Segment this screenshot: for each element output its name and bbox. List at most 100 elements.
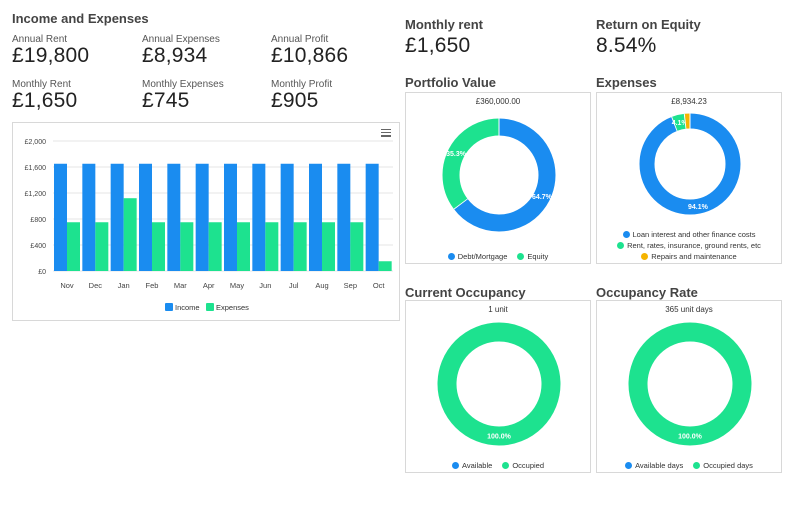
bar-income-jun[interactable] [252,163,266,271]
y-tick-label: £0 [38,269,46,276]
x-tick-label: Nov [60,281,74,290]
monthly-expenses-label: Monthly Expenses [142,79,224,90]
bar-expenses-sep[interactable] [350,222,364,271]
legend-equity[interactable]: Equity [517,252,548,261]
occupied-dot-icon [502,462,510,469]
occupancy-rate-subtitle: 365 unit days [665,305,713,314]
rent-rates-dot-icon [617,242,625,249]
bar-income-jul[interactable] [280,163,294,271]
bar-expenses-mar[interactable] [180,222,194,271]
monthly-rent-label: Monthly Rent [12,79,71,90]
bar-income-may[interactable] [224,163,237,271]
debt-dot-icon [447,253,455,260]
right-monthly-rent-label: Monthly rent [405,17,483,32]
x-tick-label: Apr [203,281,215,290]
y-tick-label: £1,600 [25,165,47,172]
loan-dot-icon [622,231,630,238]
legend-swatch[interactable] [165,303,173,311]
current-occupancy-subtitle: 1 unit [488,305,508,314]
bar-expenses-jul[interactable] [293,222,307,271]
portfolio-value-title: Portfolio Value [405,75,497,90]
bar-expenses-may[interactable] [237,222,250,271]
available-days-dot-icon [625,462,633,469]
x-tick-label: Jun [259,281,271,290]
portfolio-value-subtitle: £360,000.00 [475,97,521,106]
legend-label[interactable]: Expenses [216,303,249,312]
x-tick-label: Jan [118,281,130,290]
monthly-profit-label: Monthly Profit [271,79,333,90]
legend-available[interactable]: Available [452,461,492,470]
equity-dot-icon [517,253,525,260]
current-occupancy-card: 1 unit 100.0% Available Occupied [405,300,591,473]
annual-expenses-value: £8,934 [142,44,208,67]
bar-income-aug[interactable] [309,163,322,271]
portfolio-value-card: £360,000.00 64.7% 35.3% Debt/Mortgage Equ… [405,92,591,264]
x-tick-label: May [230,281,244,290]
available-dot-icon [452,462,459,469]
x-tick-label: Dec [89,281,103,290]
bar-income-jan[interactable] [110,163,124,271]
data-label: 35.3% [446,151,467,158]
income-expenses-chart-card: £0 £400 £800 £1,200 £1,600 £2,000 Nov Dec Jan Feb… [12,122,400,321]
annual-expenses-label: Annual Expenses [142,34,220,45]
slice-1[interactable] [437,322,561,446]
legend-loan-interest[interactable]: Loan interest and other finance costs [622,230,756,239]
bar-expenses-apr[interactable] [208,222,222,271]
x-tick-label: Oct [373,281,386,290]
expenses-legend: Loan interest and other finance costs Re… [597,230,781,265]
data-label: 64.7% [532,194,553,201]
bar-income-dec[interactable] [82,163,96,271]
legend-repairs[interactable]: Repairs and maintenance [641,252,737,261]
portfolio-value-donut: 64.7% 35.3% [442,118,556,232]
bar-income-sep[interactable] [337,163,351,271]
bar-expenses-aug[interactable] [322,222,335,271]
bar-expenses-oct[interactable] [378,261,392,271]
current-occupancy-legend: Available Occupied [406,461,590,474]
current-occupancy-title: Current Occupancy [405,285,526,300]
bar-income-apr[interactable] [195,163,209,271]
income-expenses-bar-chart: £0 £400 £800 £1,200 £1,600 £2,000 Nov Dec Jan Feb… [25,139,393,312]
slice-separator [453,198,468,210]
return-on-equity-value: 8.54% [596,34,657,57]
bar-expenses-feb[interactable] [152,222,165,271]
bar-income-feb[interactable] [139,163,152,271]
occupancy-rate-title: Occupancy Rate [596,285,698,300]
annual-rent-value: £19,800 [12,44,90,67]
annual-profit-value: £10,866 [271,44,349,67]
legend-rent-rates[interactable]: Rent, rates, insurance, ground rents, et… [617,241,761,250]
x-tick-label: Jul [289,281,299,290]
legend-occupied-days[interactable]: Occupied days [693,461,753,470]
bar-expenses-jan[interactable] [123,198,137,271]
bar-income-nov[interactable] [54,163,67,271]
income-expenses-title: Income and Expenses [12,11,149,26]
bar-income-oct[interactable] [365,163,379,271]
y-tick-label: £400 [30,243,46,250]
annual-profit-label: Annual Profit [271,34,329,45]
expenses-title: Expenses [596,75,657,90]
slice-separator [671,116,678,132]
bar-expenses-nov[interactable] [67,222,80,271]
slice-0[interactable] [639,113,741,215]
data-label: 100.0% [678,434,703,441]
bar-expenses-jun[interactable] [265,222,279,271]
occupancy-rate-donut: 100.0% [628,322,752,446]
legend-debt-mortgage[interactable]: Debt/Mortgage [447,252,507,261]
legend-occupied[interactable]: Occupied [502,461,544,470]
slice-1[interactable] [628,322,752,446]
current-occupancy-donut: 100.0% [437,322,561,446]
y-tick-label: £1,200 [25,191,47,198]
chart-menu-icon[interactable] [381,129,391,137]
legend-label[interactable]: Income [175,303,200,312]
right-monthly-rent-value: £1,650 [405,34,471,57]
expenses-subtitle: £8,934.23 [671,97,707,106]
expenses-card: £8,934.23 94.1% 4.1% Loan interest and ot… [596,92,782,264]
occupied-days-dot-icon [693,462,701,469]
legend-swatch[interactable] [206,303,214,311]
repairs-dot-icon [641,253,649,260]
legend-available-days[interactable]: Available days [625,461,683,470]
data-label: 4.1% [672,120,689,127]
bar-expenses-dec[interactable] [95,222,109,271]
bar-income-mar[interactable] [167,163,181,271]
x-tick-label: Sep [344,281,357,290]
data-label: 94.1% [688,204,709,211]
